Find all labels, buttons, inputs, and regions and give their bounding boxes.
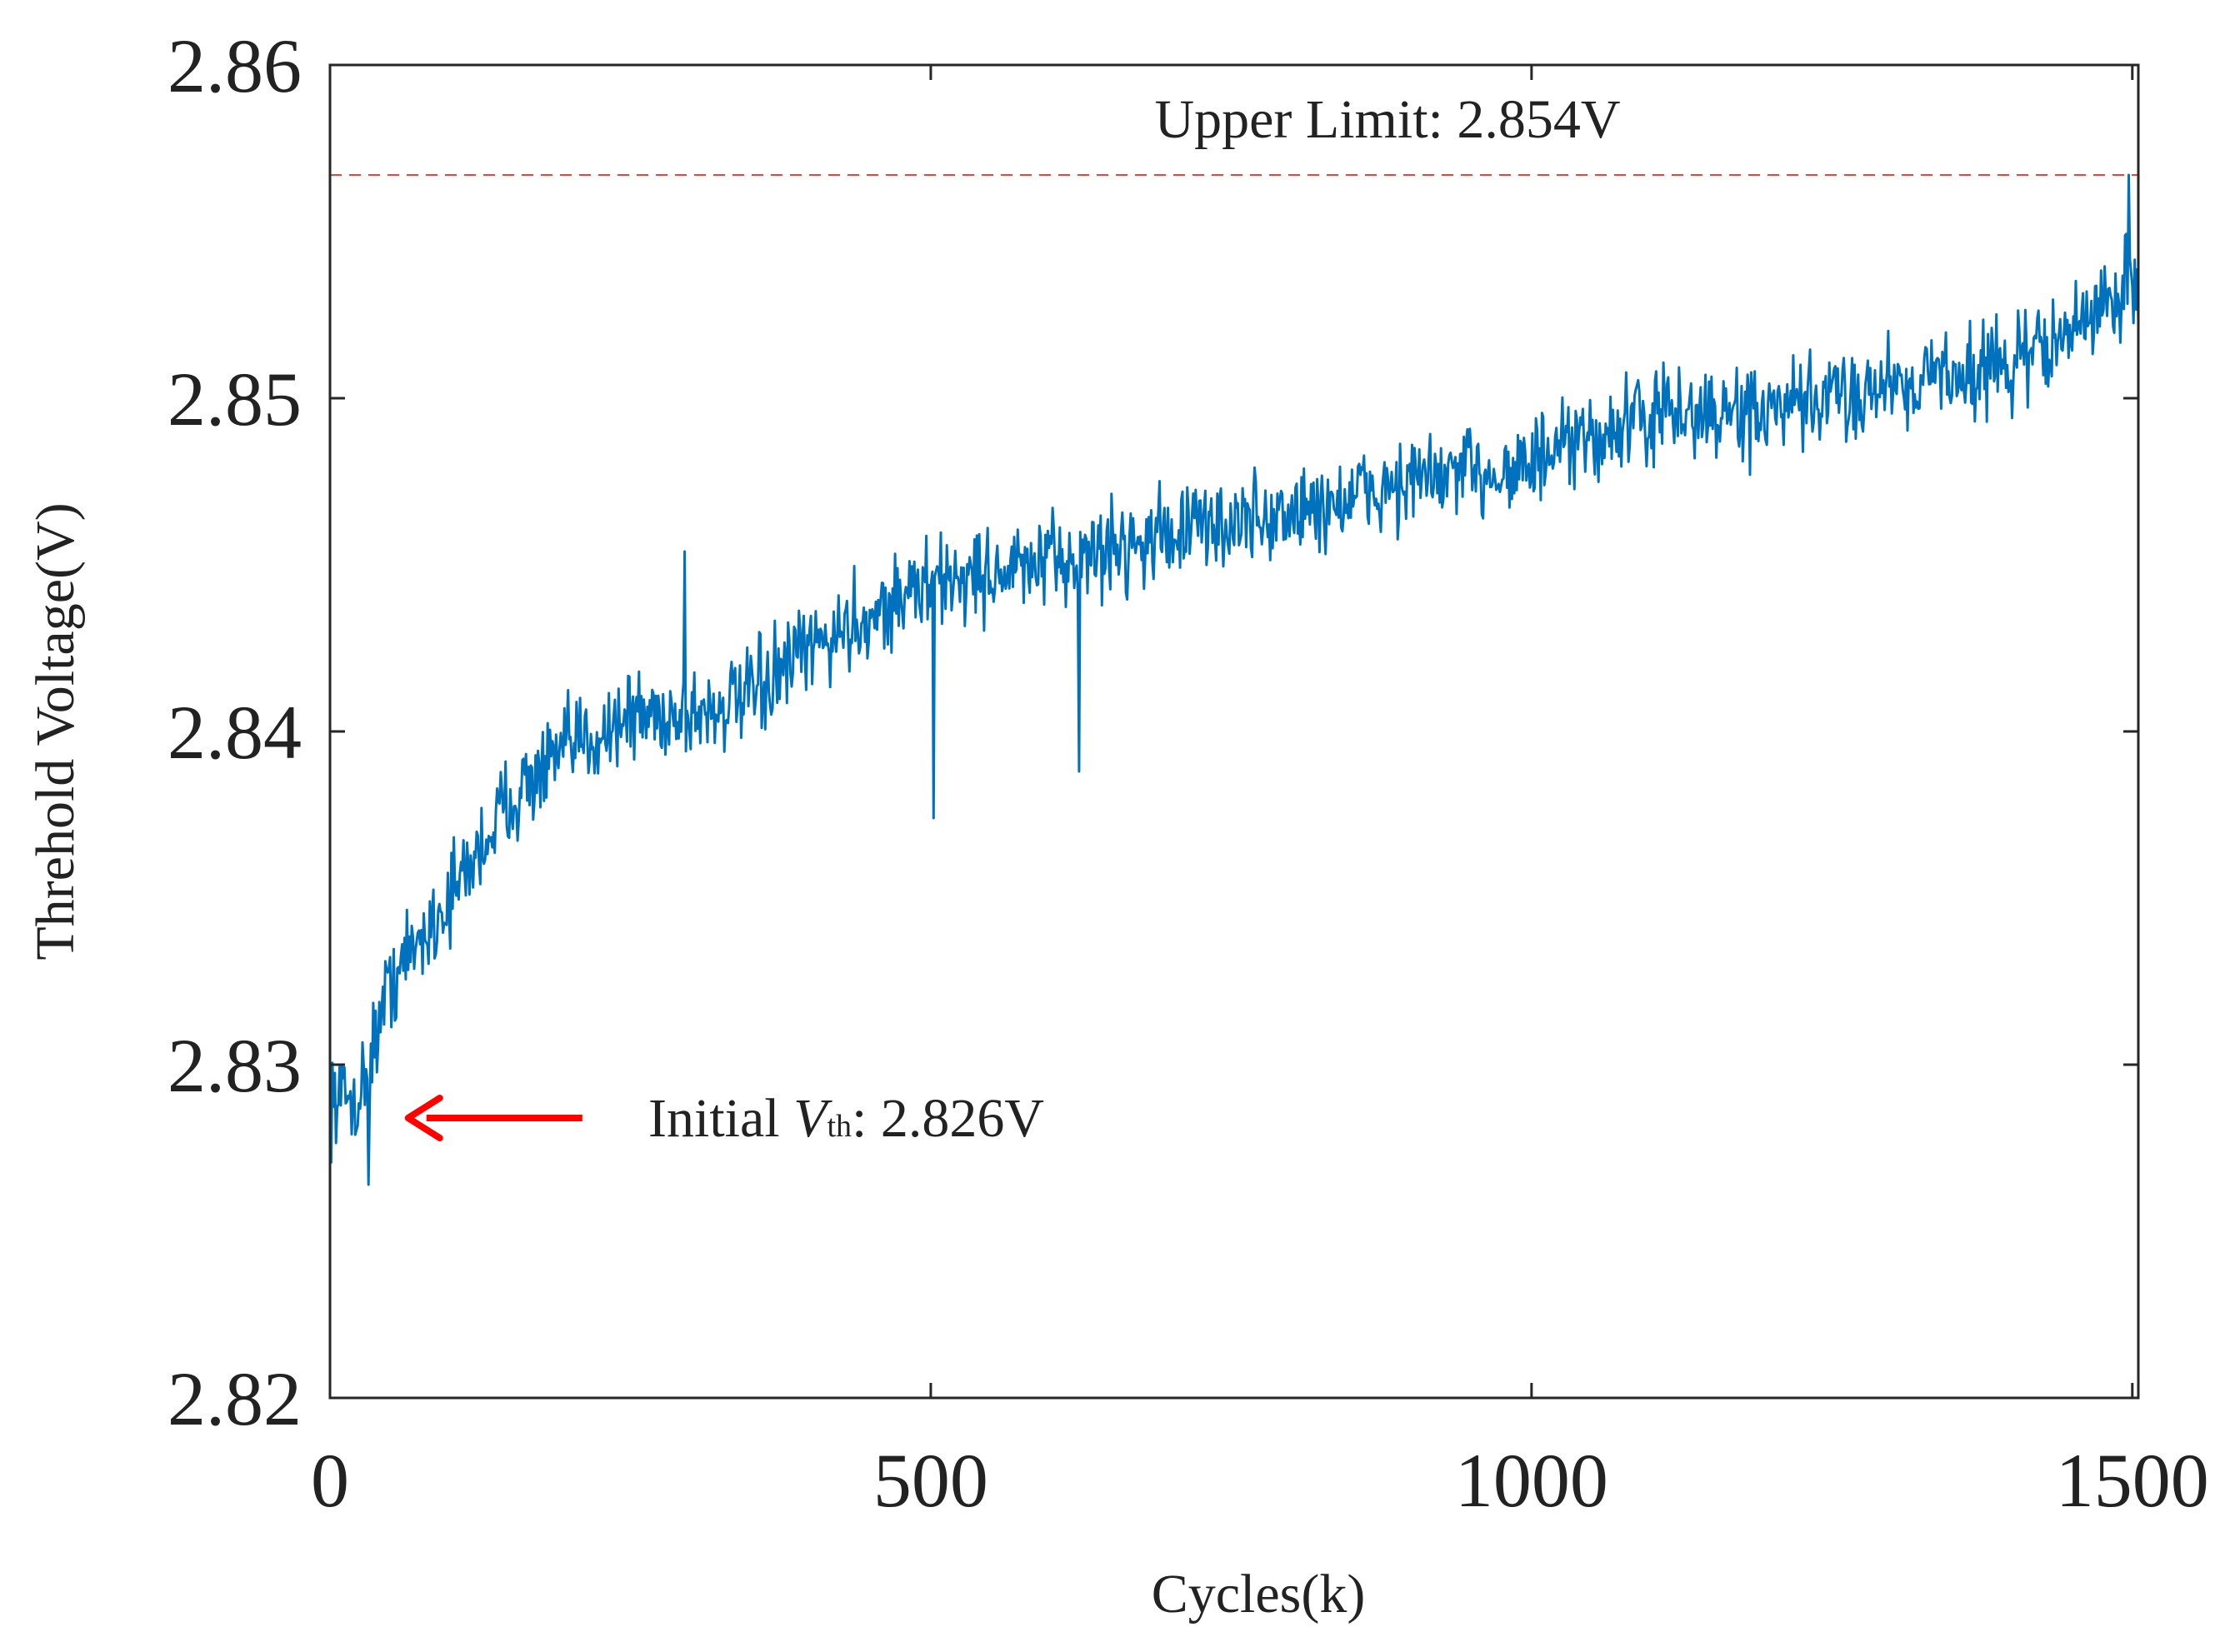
x-tick-label: 1500	[2056, 1438, 2209, 1523]
y-axis-label: Threhold Voltage(V)	[25, 502, 86, 960]
y-tick-label: 2.82	[168, 1356, 302, 1441]
y-tick-label: 2.86	[168, 23, 302, 108]
y-tick-label: 2.84	[168, 690, 302, 775]
initial-label-symbol: V	[793, 1088, 832, 1149]
series-line-vth	[328, 173, 2140, 1186]
y-tick-label: 2.83	[168, 1023, 302, 1108]
x-tick-label: 1000	[1455, 1438, 1608, 1523]
upper-limit-label: Upper Limit: 2.854V	[1154, 89, 1620, 150]
initial-label-suffix: : 2.826V	[852, 1088, 1044, 1149]
initial-arrow-head	[404, 1095, 443, 1141]
initial-label-subscript: th	[827, 1109, 852, 1144]
initial-vth-label: Initial Vth: 2.826V	[648, 1088, 1044, 1149]
x-tick-label: 0	[311, 1438, 349, 1523]
x-tick-label: 500	[873, 1438, 988, 1523]
initial-label-prefix: Initial	[648, 1088, 793, 1149]
y-tick-label: 2.85	[168, 357, 302, 442]
x-axis-label: Cycles(k)	[1152, 1564, 1366, 1625]
